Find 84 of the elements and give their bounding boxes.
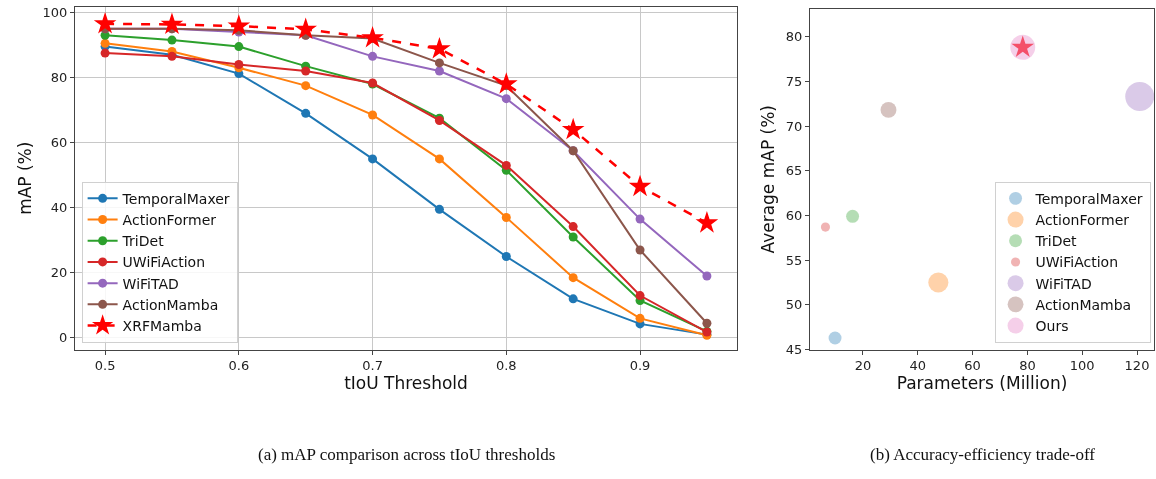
point [368,110,378,120]
legend-label: TriDet [1034,233,1078,250]
point [434,66,444,76]
point [434,154,444,164]
x-tick-label: 0.8 [495,358,517,374]
point [301,108,311,118]
point [501,212,511,222]
point [167,35,177,45]
x-tick-label: 0.5 [94,358,116,374]
legend-label: TemporalMaxer [121,190,230,207]
legend-label: TriDet [121,233,165,250]
point [100,38,110,48]
y-tick-label: 40 [50,200,68,216]
point [635,245,645,255]
x-tick-label: 0.6 [228,358,250,374]
point [501,94,511,104]
y-tick-label: 100 [42,4,68,20]
x-tick-label: 0.9 [629,358,651,374]
point [301,66,311,76]
text: (a) mAP comparison across tIoU thresholds [258,445,556,464]
legend-label: Ours [1035,318,1069,335]
point [561,117,585,140]
point [434,58,444,68]
legend-label: WiFiTAD [122,275,179,292]
point [635,214,645,224]
y-tick-label: 20 [50,265,68,281]
point [368,154,378,164]
y-tick-label: 80 [785,29,803,45]
legend-label: ActionFormer [1035,212,1130,229]
point [234,60,244,69]
point [702,271,712,281]
legend-label: WiFiTAD [1035,275,1092,292]
x-tick-label: 40 [909,358,927,374]
point [100,48,110,58]
point [695,211,719,233]
legend-label: TemporalMaxer [1034,190,1143,207]
point [635,313,645,323]
point [501,160,511,170]
point [628,174,652,197]
y-tick-label: 75 [785,73,803,89]
legend-label: ActionMamba [122,296,219,313]
x-axis-title: tIoU Threshold [344,373,468,394]
point [93,11,117,34]
text: (b) Accuracy-efficiency trade-off [870,445,1096,464]
x-tick-label: 0.7 [362,358,383,374]
point [568,232,578,242]
point [294,17,318,39]
y-tick-label: 0 [59,330,68,346]
y-tick-label: 50 [785,297,803,313]
point [361,25,384,48]
point [702,318,712,328]
point [501,252,511,262]
point [568,294,578,304]
y-tick-label: 60 [50,135,68,151]
x-tick-label: 80 [1019,358,1036,374]
y-axis-title: mAP (%) [15,141,36,215]
point [301,81,311,91]
point [635,291,645,301]
point [227,14,251,36]
legend-label: ActionMamba [1035,296,1132,313]
x-tick-label: 100 [1069,358,1095,374]
point [234,42,244,52]
point [434,204,444,214]
legend-label: ActionFormer [122,211,217,228]
x-tick-label: 120 [1124,358,1150,374]
point [160,12,184,35]
point [368,51,378,61]
legend-label: XRFMamba [122,317,202,334]
legend-label: UWiFiAction [1035,254,1119,271]
legend-label: UWiFiAction [122,254,206,271]
point [568,273,578,283]
y-tick-label: 65 [785,163,803,179]
x-tick-label: 20 [854,358,872,374]
y-tick-label: 80 [50,70,68,86]
x-tick-label: 60 [964,358,981,374]
x-axis-title: Parameters (Million) [896,373,1068,394]
y-tick-label: 60 [785,207,803,223]
y-axis-title: Average mAP (%) [758,104,779,254]
y-tick-label: 45 [785,342,803,358]
y-tick-label: 70 [785,118,803,134]
point [494,72,518,94]
point [428,36,451,59]
point [568,222,578,232]
y-tick-label: 55 [785,252,803,268]
